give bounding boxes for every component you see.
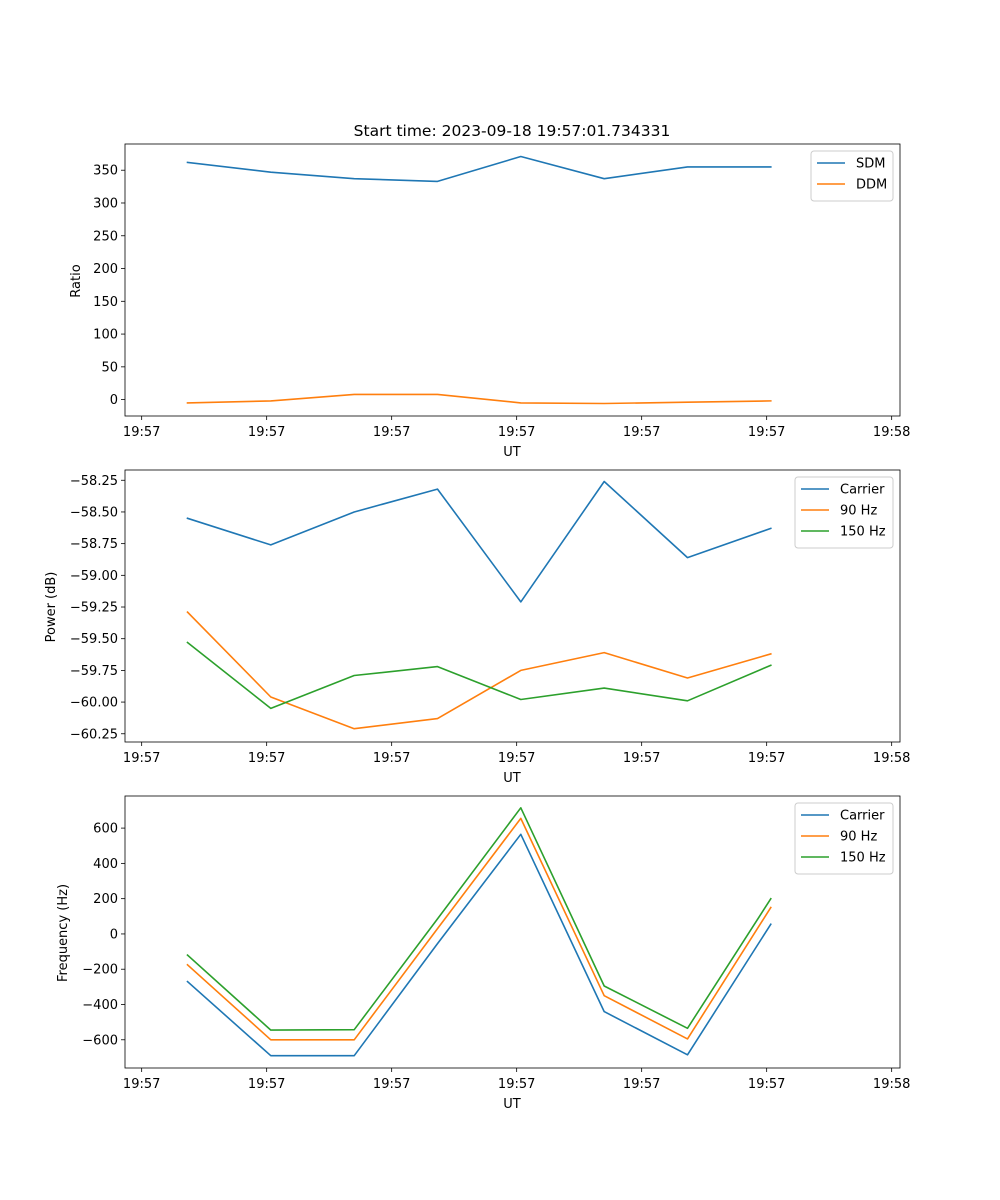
ratio-y-tick-label: 50 xyxy=(101,360,118,375)
power-x-tick-label: 19:57 xyxy=(748,751,785,766)
frequency-y-tick-label: 600 xyxy=(93,822,118,837)
ratio-y-tick-label: 200 xyxy=(93,262,118,277)
power-x-axis-label: UT xyxy=(503,771,521,786)
power-y-tick-label: −58.50 xyxy=(70,505,118,520)
power-series-carrier xyxy=(186,480,772,603)
power-series-150-hz xyxy=(186,641,772,710)
power-y-tick-label: −59.50 xyxy=(70,632,118,647)
power-x-tick-label: 19:57 xyxy=(623,751,660,766)
frequency-y-tick-label: 400 xyxy=(93,857,118,872)
frequency-y-tick-label: 0 xyxy=(110,927,118,942)
power-y-tick-label: −59.25 xyxy=(70,601,118,616)
frequency-legend-label: 150 Hz xyxy=(840,851,886,866)
frequency-series-150-hz xyxy=(186,806,772,1031)
ratio-x-tick-label: 19:57 xyxy=(373,425,410,440)
ratio-legend-label: DDM xyxy=(856,178,887,193)
ratio-x-tick-label: 19:57 xyxy=(498,425,535,440)
power-legend: Carrier 90 Hz 150 Hz xyxy=(794,476,894,549)
ratio-series-sdm xyxy=(186,155,772,183)
chart-title: Start time: 2023-09-18 19:57:01.734331 xyxy=(354,122,671,140)
frequency-x-tick-label: 19:57 xyxy=(498,1077,535,1092)
power-x-tick-label: 19:57 xyxy=(373,751,410,766)
ratio-x-tick-label: 19:57 xyxy=(623,425,660,440)
power-y-tick-label: −60.25 xyxy=(70,727,118,742)
ratio-y-tick-label: 300 xyxy=(93,196,118,211)
ratio-legend-label: SDM xyxy=(856,157,885,172)
frequency-legend-label: Carrier xyxy=(840,809,885,824)
frequency-axes-frame xyxy=(124,795,901,1069)
frequency-x-axis-label: UT xyxy=(503,1097,521,1112)
ratio-y-axis-label: Ratio xyxy=(69,264,84,297)
frequency-x-tick-label: 19:58 xyxy=(873,1077,910,1092)
frequency-y-axis-label: Frequency (Hz) xyxy=(56,884,71,982)
frequency-y-tick-label: 200 xyxy=(93,892,118,907)
frequency-x-tick-label: 19:57 xyxy=(748,1077,785,1092)
frequency-x-tick-label: 19:57 xyxy=(373,1077,410,1092)
ratio-y-tick-label: 0 xyxy=(110,393,118,408)
ratio-series-ddm xyxy=(186,393,772,405)
frequency-x-tick-label: 19:57 xyxy=(623,1077,660,1092)
frequency-plot: 19:57 19:57 19:57 19:57 19:57 19:57 19:58 −600 −… xyxy=(82,795,910,1092)
frequency-y-tick-label: −600 xyxy=(82,1033,118,1048)
ratio-legend: SDM DDM xyxy=(810,150,894,202)
frequency-y-tick-label: −400 xyxy=(82,998,118,1013)
power-y-axis-label: Power (dB) xyxy=(44,572,59,643)
power-y-tick-label: −58.25 xyxy=(70,474,118,489)
power-legend-label: Carrier xyxy=(840,483,885,498)
ratio-x-tick-label: 19:58 xyxy=(873,425,910,440)
ratio-x-tick-label: 19:57 xyxy=(123,425,160,440)
power-plot: 19:57 19:57 19:57 19:57 19:57 19:57 19:58 −60.2… xyxy=(70,469,910,766)
ratio-y-tick-label: 250 xyxy=(93,229,118,244)
frequency-x-tick-label: 19:57 xyxy=(248,1077,285,1092)
ratio-y-tick-label: 100 xyxy=(93,328,118,343)
power-y-tick-label: −59.00 xyxy=(70,569,118,584)
frequency-x-tick-label: 19:57 xyxy=(123,1077,160,1092)
power-x-tick-label: 19:57 xyxy=(498,751,535,766)
power-y-tick-label: −59.75 xyxy=(70,664,118,679)
power-y-tick-label: −60.00 xyxy=(70,696,118,711)
ratio-y-tick-label: 150 xyxy=(93,295,118,310)
power-x-tick-label: 19:57 xyxy=(248,751,285,766)
frequency-legend: Carrier 90 Hz 150 Hz xyxy=(794,802,894,875)
power-legend-label: 90 Hz xyxy=(840,504,877,519)
ratio-x-axis-label: UT xyxy=(503,445,521,460)
power-x-tick-label: 19:57 xyxy=(123,751,160,766)
ratio-plot: 19:57 19:57 19:57 19:57 19:57 19:57 19:58 0 50 10… xyxy=(93,143,910,440)
power-legend-label: 150 Hz xyxy=(840,525,886,540)
power-x-tick-label: 19:58 xyxy=(873,751,910,766)
power-axes-frame xyxy=(124,469,901,743)
ratio-y-tick-label: 350 xyxy=(93,164,118,179)
frequency-series-90-hz xyxy=(186,817,772,1041)
power-y-tick-label: −58.75 xyxy=(70,537,118,552)
ratio-x-tick-label: 19:57 xyxy=(748,425,785,440)
frequency-legend-label: 90 Hz xyxy=(840,830,877,845)
frequency-y-tick-label: −200 xyxy=(82,963,118,978)
ratio-x-tick-label: 19:57 xyxy=(248,425,285,440)
frequency-series-carrier xyxy=(186,833,772,1057)
ratio-axes-frame xyxy=(124,143,901,417)
